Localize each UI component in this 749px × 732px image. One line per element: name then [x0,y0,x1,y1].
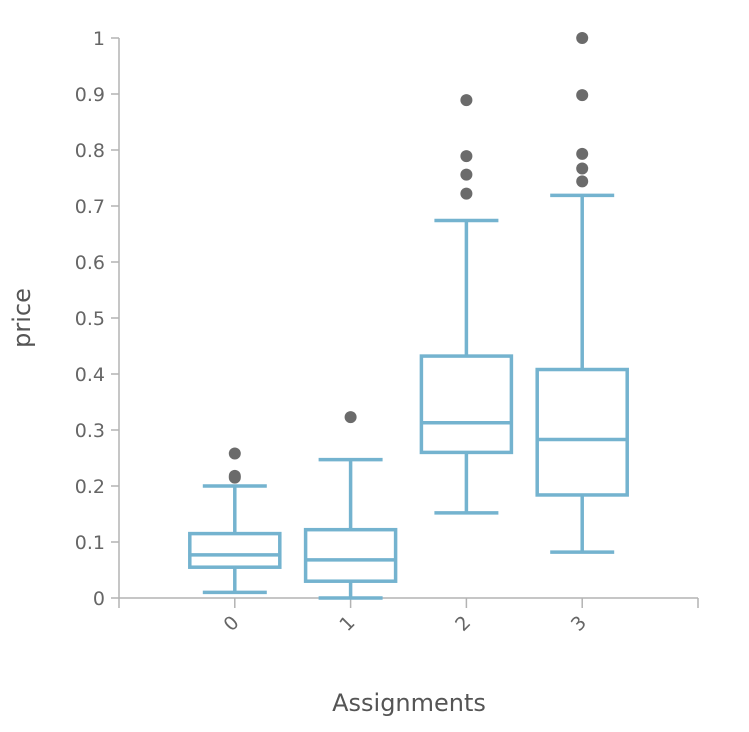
iqr-box [535,367,629,497]
outlier-point [576,162,589,175]
y-tick-label: 0.2 [75,476,105,498]
y-tick-label: 0.8 [75,140,105,162]
y-tick-label: 0 [93,588,105,610]
x-axis: 0 1 2 3 [118,597,699,636]
box-1 [303,411,398,600]
outlier-point [344,411,357,424]
x-tick-label: 0 [220,612,244,636]
y-tick-label: 0.6 [75,252,105,274]
y-tick-label: 0.7 [75,196,105,218]
outlier-point [460,187,473,200]
outlier-point [460,168,473,181]
outlier-point [460,94,473,107]
y-tick-label: 0.9 [75,84,105,106]
box-0 [188,447,282,595]
y-axis-title: price [8,288,36,348]
iqr-box [419,354,514,455]
outlier-point [228,447,241,460]
y-tick-label: 0.1 [75,532,105,554]
y-tick-label: 1 [93,28,105,50]
x-tick-label: 2 [451,612,475,636]
outlier-point [576,147,589,160]
y-tick-label: 0.5 [75,308,105,330]
outlier-point [576,175,589,188]
box-series [188,32,629,600]
outlier-point [460,150,473,163]
iqr-box [188,531,282,569]
box-3 [535,32,629,554]
y-tick-label: 0.4 [75,364,105,386]
y-tick-label: 0.3 [75,420,105,442]
x-tick-label: 3 [567,612,591,636]
box-2 [419,94,514,515]
iqr-box [303,527,398,583]
outlier-point [576,89,589,102]
outlier-point [228,469,241,482]
y-axis: 0 0.1 0.2 0.3 0.4 0.5 0.6 0.7 0.8 0.9 1 [75,28,120,610]
outlier-point [576,32,589,44]
x-tick-label: 1 [335,612,359,636]
x-axis-title: Assignments [332,689,486,717]
